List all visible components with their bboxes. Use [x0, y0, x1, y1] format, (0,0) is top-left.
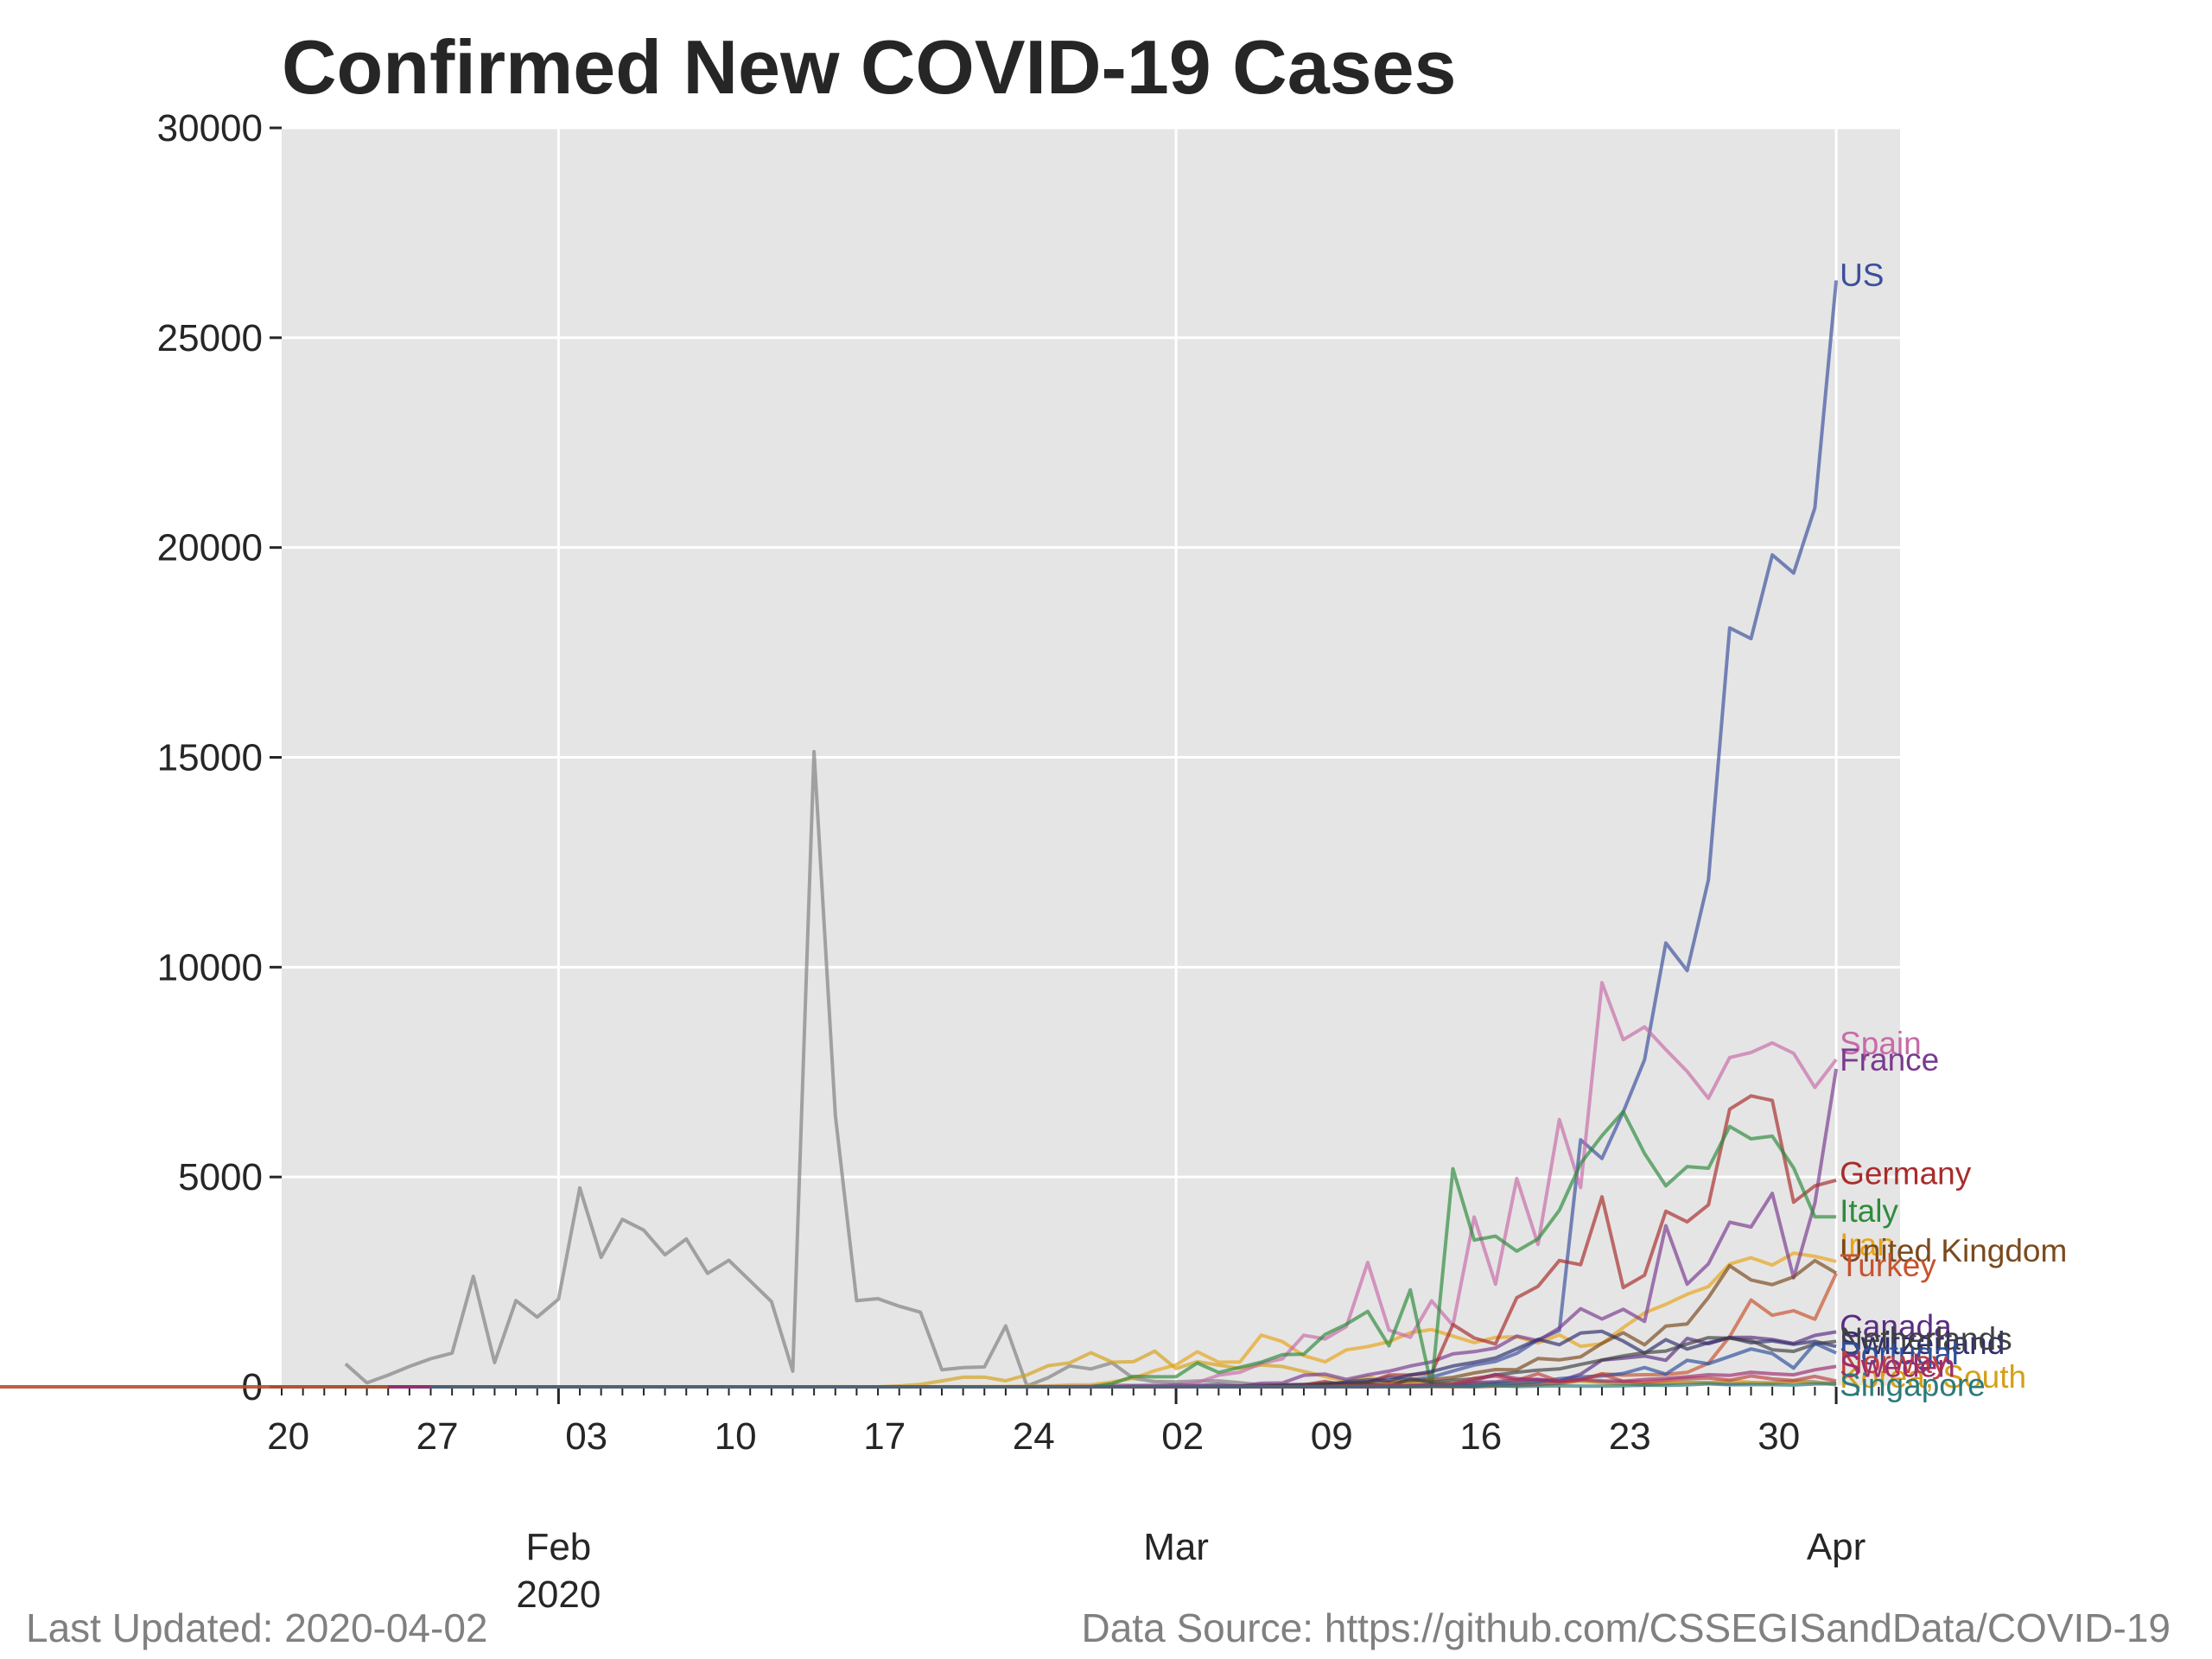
x-axis: Feb 2020 Mar Apr 20 27 03 10 17 24 02 09 16 23 30: [267, 1387, 1901, 1616]
x-tick-label: 24: [1013, 1415, 1055, 1458]
chart-title: Confirmed New COVID-19 Cases: [282, 24, 1457, 110]
series-label: US: [1840, 257, 1884, 293]
series-label: Iran: [1840, 1227, 1895, 1262]
x-month-label: Mar: [1143, 1526, 1209, 1568]
series-label: Canada: [1840, 1309, 1952, 1344]
x-tick-label: 10: [715, 1415, 757, 1458]
series-label: Portugal: [1840, 1336, 1959, 1371]
series-label: Germany: [1840, 1155, 1972, 1191]
series-label: Switzerland: [1840, 1325, 2005, 1361]
x-year-label: 2020: [516, 1573, 601, 1616]
series-label: France: [1840, 1042, 1939, 1077]
y-tick-label: 5000: [178, 1156, 263, 1198]
series-label: United Kingdom: [1840, 1233, 2067, 1268]
x-tick-label: 16: [1459, 1415, 1502, 1458]
series-label: Singapore: [1840, 1368, 1986, 1403]
x-month-label: Apr: [1807, 1526, 1866, 1568]
x-tick-label: 23: [1609, 1415, 1651, 1458]
x-tick-label: 03: [565, 1415, 607, 1458]
grid: [282, 126, 1900, 1389]
series-label: Spain: [1840, 1026, 1922, 1061]
x-tick-label: 20: [267, 1415, 309, 1458]
x-tick-label: 09: [1311, 1415, 1353, 1458]
y-tick-label: 30000: [157, 107, 263, 149]
x-month-label: Feb: [525, 1526, 591, 1568]
y-tick-label: 20000: [157, 527, 263, 569]
footer-source: Data Source: https://github.com/CSSEGISa…: [1082, 1605, 2171, 1650]
series-label: Norway: [1840, 1344, 1948, 1380]
series-line: [430, 1382, 1837, 1389]
x-tick-label: 27: [416, 1415, 459, 1458]
y-tick-label: 10000: [157, 946, 263, 988]
series-label: Netherlands: [1840, 1321, 2012, 1357]
series-label: Korea, South: [1840, 1359, 2026, 1395]
series-lines: [0, 280, 1839, 1389]
x-tick-label: 30: [1758, 1415, 1800, 1458]
y-tick-label: 15000: [157, 737, 263, 779]
y-tick-label: 25000: [157, 317, 263, 359]
x-tick-label: 17: [863, 1415, 906, 1458]
series-label: Italy: [1840, 1193, 1898, 1229]
series-label: Turkey: [1840, 1248, 1936, 1283]
x-tick-label: 02: [1161, 1415, 1204, 1458]
footer-updated: Last Updated: 2020-04-02: [26, 1605, 488, 1650]
series-label: Sweden: [1840, 1349, 1955, 1384]
